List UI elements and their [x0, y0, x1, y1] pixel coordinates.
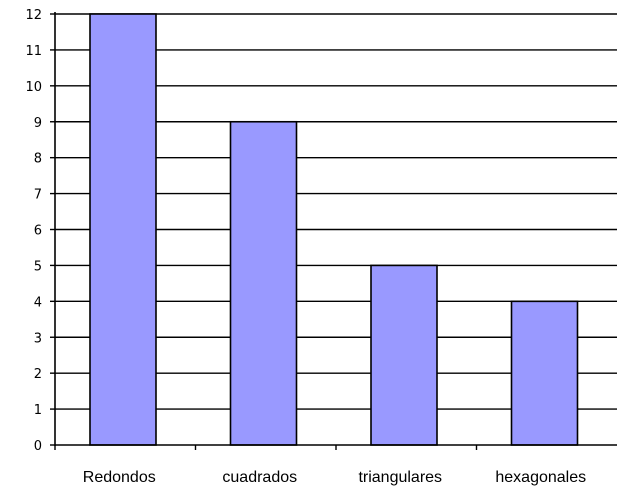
bar-redondos [89, 13, 157, 446]
y-tick-label: 10 [25, 80, 42, 95]
axes [50, 12, 617, 450]
bar-cuadrados [229, 120, 298, 446]
x-tick-labels: Redondos cuadrados triangulares hexagonales [83, 469, 586, 486]
y-tick-label: 3 [34, 331, 42, 346]
y-tick-label: 11 [25, 44, 42, 59]
y-tick-label: 5 [34, 259, 42, 274]
x-tick-label: cuadrados [222, 469, 297, 486]
y-tick-label: 4 [34, 295, 42, 310]
y-tick-label: 2 [34, 367, 42, 382]
y-tick-label: 9 [34, 116, 42, 131]
bar-triangulares [370, 264, 438, 446]
x-tick-label: Redondos [83, 469, 156, 486]
y-tick-label: 0 [34, 439, 42, 454]
y-tick-label: 8 [34, 152, 42, 167]
y-tick-label: 12 [25, 8, 42, 23]
bar-hexagonales [510, 300, 579, 446]
y-tick-label: 1 [34, 403, 42, 418]
bars [89, 13, 579, 446]
y-tick-label: 6 [34, 224, 42, 239]
y-tick-label: 7 [34, 188, 42, 203]
x-tick-label: triangulares [358, 469, 442, 486]
x-tick-label: hexagonales [495, 469, 586, 486]
